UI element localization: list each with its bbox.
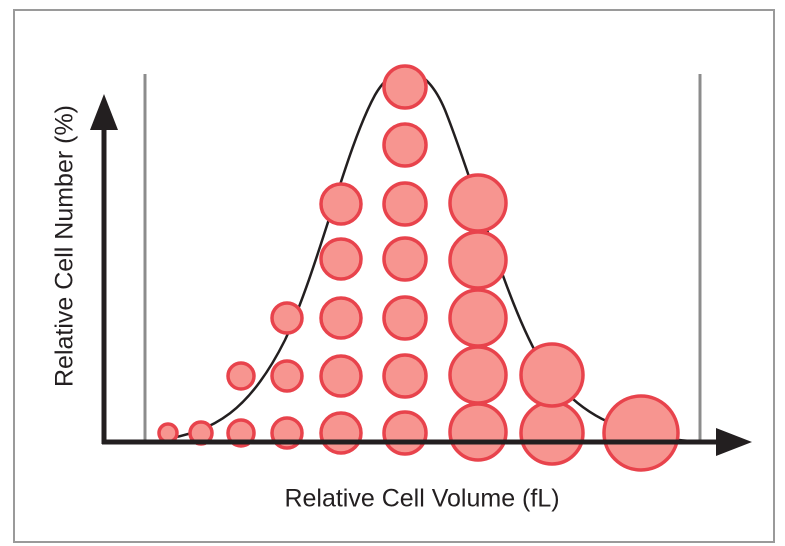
cell — [384, 238, 426, 280]
cell — [321, 239, 361, 279]
cell — [272, 303, 302, 333]
cell — [521, 344, 583, 406]
cell — [450, 232, 506, 288]
cell — [450, 347, 506, 403]
y-axis-label: Relative Cell Number (%) — [51, 105, 79, 387]
cell — [384, 297, 426, 339]
cell — [384, 124, 426, 166]
cell — [450, 404, 506, 460]
cell — [384, 355, 426, 397]
cell — [321, 298, 361, 338]
x-axis-label: Relative Cell Volume (fL) — [284, 485, 559, 513]
cell — [384, 412, 426, 454]
cell — [321, 184, 361, 224]
diagram: Relative Cell Number (%) Relative Cell V… — [0, 0, 785, 546]
cell — [450, 175, 506, 231]
cell — [159, 424, 177, 442]
cell — [604, 396, 678, 470]
cell — [384, 66, 426, 108]
cell — [272, 361, 302, 391]
cell — [450, 290, 506, 346]
cell — [321, 413, 361, 453]
cell — [228, 363, 254, 389]
cell — [384, 183, 426, 225]
cell — [321, 356, 361, 396]
cell — [521, 402, 583, 464]
